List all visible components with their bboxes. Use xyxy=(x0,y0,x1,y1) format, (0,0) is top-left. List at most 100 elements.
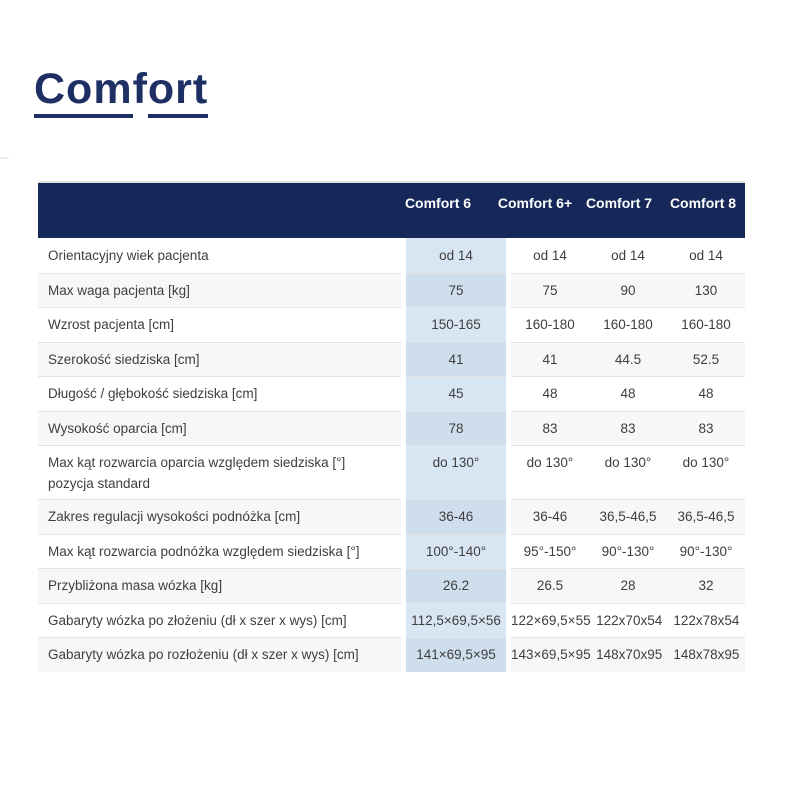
spec-value-comfort-6-plus: 122×69,5×55 xyxy=(511,602,591,638)
spec-value-comfort-6-plus: 26.5 xyxy=(511,568,589,603)
spec-value-comfort-6: 26.2 xyxy=(406,568,506,603)
logo-text-part: ort xyxy=(147,65,209,118)
spec-label-cell: Wysokość oparcia [cm] xyxy=(38,410,401,445)
spec-value-comfort-7: 28 xyxy=(589,568,667,603)
spec-value-comfort-8: 148x78x95 xyxy=(667,637,745,672)
spec-label-cell: Max kąt rozwarcia oparcia względem siedz… xyxy=(38,445,401,499)
spec-value-comfort-6: 100°-140° xyxy=(406,533,506,568)
column-gutter xyxy=(506,499,511,534)
spec-label-cell: Max kąt rozwarcia podnóżka względem sied… xyxy=(38,533,401,569)
column-gutter xyxy=(401,410,406,445)
spec-label: Szerokość siedziska [cm] xyxy=(48,351,200,367)
spec-label: Max waga pacjenta [kg] xyxy=(48,282,190,298)
table-row: Zakres regulacji wysokości podnóżka [cm]… xyxy=(38,499,745,534)
column-gutter xyxy=(401,568,406,603)
spec-value-comfort-6-plus: od 14 xyxy=(533,247,567,263)
table-row: Orientacyjny wiek pacjenta od 14 od 14 o… xyxy=(38,238,745,273)
column-gutter xyxy=(506,272,511,307)
column-gutter xyxy=(506,307,511,342)
spec-value-comfort-7: 90°-130° xyxy=(589,533,667,569)
spec-value-comfort-8: 130 xyxy=(667,272,745,307)
spec-value-comfort-8: 32 xyxy=(667,568,745,603)
spec-value-comfort-6-plus: 48 xyxy=(511,376,589,411)
spec-label: Przybliżona masa wózka [kg] xyxy=(48,578,223,594)
column-gutter xyxy=(401,238,406,273)
spec-value-comfort-6-plus: 36-46 xyxy=(511,499,589,534)
column-gutter xyxy=(506,637,511,672)
spec-value-comfort-8: 90°-130° xyxy=(667,533,745,569)
spec-label-cell: Długość / głębokość siedziska [cm] xyxy=(38,376,401,411)
column-gutter xyxy=(401,602,406,637)
spec-sublabel: pozycja standard xyxy=(48,475,151,491)
table-row: Wysokość oparcia [cm] 78 83 83 83 xyxy=(38,410,745,445)
spec-label: Max kąt rozwarcia oparcia względem siedz… xyxy=(48,454,346,470)
spec-value-comfort-7: 44.5 xyxy=(589,341,667,376)
spec-value-comfort-8: od 14 xyxy=(689,247,723,263)
spec-label: Gabaryty wózka po złożeniu (dł x szer x … xyxy=(48,612,347,628)
spec-value-comfort-6: 78 xyxy=(406,410,506,445)
table-header-row: Comfort 6 Comfort 6+ Comfort 7 Comfort 8 xyxy=(38,183,745,238)
spec-value-comfort-8: 160-180 xyxy=(667,307,745,342)
comfort-logo: Comfort xyxy=(34,65,209,118)
spec-label: Max kąt rozwarcia podnóżka względem sied… xyxy=(48,543,360,559)
spec-value-comfort-6: 141×69,5×95 xyxy=(406,637,506,672)
spec-value-comfort-6: do 130° xyxy=(406,445,506,499)
table-row: Max kąt rozwarcia podnóżka względem sied… xyxy=(38,533,745,569)
column-gutter xyxy=(401,376,406,411)
spec-value-comfort-7: 160-180 xyxy=(589,307,667,342)
spec-label-cell: Max waga pacjenta [kg] xyxy=(38,272,401,307)
spec-label-cell: Przybliżona masa wózka [kg] xyxy=(38,568,401,603)
column-gutter xyxy=(401,272,406,307)
table-body: Orientacyjny wiek pacjenta od 14 od 14 o… xyxy=(38,238,745,672)
column-gutter xyxy=(506,376,511,411)
spec-value-comfort-8: 48 xyxy=(667,376,745,411)
spec-label-cell: Wzrost pacjenta [cm] xyxy=(38,307,401,342)
logo-text-part: f xyxy=(132,65,148,113)
spec-value-comfort-7: 48 xyxy=(589,376,667,411)
left-edge-mark xyxy=(0,157,9,159)
column-gutter xyxy=(506,410,511,445)
table-row: Przybliżona masa wózka [kg] 26.2 26.5 28… xyxy=(38,568,745,603)
column-header-comfort-6-plus: Comfort 6+ xyxy=(497,195,573,211)
table-row: Max kąt rozwarcia oparcia względem siedz… xyxy=(38,445,745,499)
column-gutter xyxy=(506,533,511,568)
spec-value-comfort-6: 75 xyxy=(406,272,506,307)
spec-value-comfort-8: do 130° xyxy=(667,445,745,499)
spec-value-comfort-6-plus: 95°-150° xyxy=(511,533,589,569)
column-gutter xyxy=(401,637,406,672)
column-gutter xyxy=(506,602,511,637)
spec-label: Długość / głębokość siedziska [cm] xyxy=(48,386,258,402)
spec-label: Wzrost pacjenta [cm] xyxy=(48,317,175,333)
column-header-comfort-8: Comfort 8 xyxy=(669,195,737,211)
spec-label: Wysokość oparcia [cm] xyxy=(48,420,187,436)
spec-value-comfort-6-plus: 143×69,5×95 xyxy=(511,637,591,672)
column-gutter xyxy=(401,341,406,376)
column-gutter xyxy=(401,533,406,568)
spec-value-comfort-6-plus: 160-180 xyxy=(511,307,589,342)
table-row: Gabaryty wózka po złożeniu (dł x szer x … xyxy=(38,602,745,638)
table-row: Max waga pacjenta [kg] 75 75 90 130 xyxy=(38,272,745,307)
spec-value-comfort-7: 83 xyxy=(589,410,667,445)
spec-label-cell: Gabaryty wózka po rozłożeniu (dł x szer … xyxy=(38,637,401,672)
spec-value-comfort-6-plus: 75 xyxy=(511,272,589,307)
spec-value-comfort-8: 83 xyxy=(667,410,745,445)
column-gutter xyxy=(506,445,511,499)
logo-text-part: Com xyxy=(34,65,133,118)
column-gutter xyxy=(506,238,511,273)
spec-value-comfort-7: do 130° xyxy=(589,445,667,499)
spec-value-comfort-7: 122x70x54 xyxy=(590,602,668,638)
spec-label: Zakres regulacji wysokości podnóżka [cm] xyxy=(48,509,301,525)
column-header-comfort-7: Comfort 7 xyxy=(585,195,653,211)
column-gutter xyxy=(506,341,511,376)
spec-label-cell: Zakres regulacji wysokości podnóżka [cm] xyxy=(38,499,401,534)
spec-value-comfort-7: 36,5-46,5 xyxy=(589,499,667,534)
spec-value-comfort-6: 150-165 xyxy=(406,307,506,342)
spec-value-comfort-8: 122x78x54 xyxy=(667,602,745,638)
table-top-divider xyxy=(38,181,745,183)
column-gutter xyxy=(401,499,406,534)
table-row: Szerokość siedziska [cm] 41 41 44.5 52.5 xyxy=(38,341,745,376)
spec-value-comfort-7: od 14 xyxy=(611,247,645,263)
column-gutter xyxy=(506,568,511,603)
spec-value-comfort-6-plus: 41 xyxy=(511,341,589,376)
